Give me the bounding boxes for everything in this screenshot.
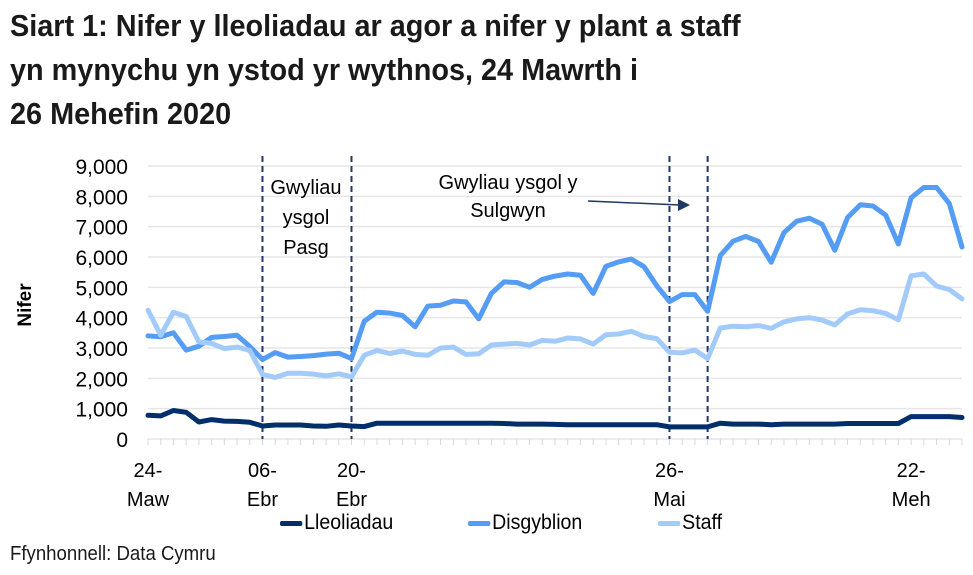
chart-title-line-1: Siart 1: Nifer y lleoliadau ar agor a ni… — [10, 8, 741, 43]
legend: Lleoliadau Disgyblion Staff — [0, 511, 973, 539]
series-line-disgyblion — [145, 185, 965, 362]
x-tick-label: 26- — [655, 460, 684, 482]
y-tick-label: 8,000 — [75, 186, 128, 209]
chart-title-line-2: yn mynychu yn ystod yr wythnos, 24 Mawrt… — [10, 52, 638, 87]
y-tick-label: 4,000 — [75, 308, 128, 331]
whitsun-arrow-line — [587, 200, 681, 206]
legend-swatch-staff — [658, 520, 681, 526]
legend-label: Lleoliadau — [304, 511, 394, 534]
annotations: Gwyliau ysgol Pasg Gwyliau ysgol y Sulgwyn — [270, 172, 690, 259]
y-tick-label: 5,000 — [75, 277, 128, 300]
x-tick-label: 24- — [134, 460, 163, 482]
legend-swatch-lleoliadau — [280, 520, 303, 526]
legend-item-disgyblion[interactable]: Disgyblion — [468, 511, 582, 535]
legend-item-staff[interactable]: Staff — [658, 511, 722, 535]
y-tick-label: 7,000 — [75, 217, 128, 240]
chart-title-line-3: 26 Mehefin 2020 — [10, 96, 232, 131]
y-tick-label: 6,000 — [75, 247, 128, 270]
easter-annotation-text: Pasg — [283, 237, 329, 259]
holiday-markers — [261, 156, 709, 439]
y-tick-label: 0 — [116, 429, 128, 452]
chart-title: Siart 1: Nifer y lleoliadau ar agor a ni… — [10, 4, 903, 136]
series-line-lleoliadau — [145, 408, 965, 430]
legend-label: Staff — [682, 511, 722, 534]
source-note: Ffynhonnell: Data Cymru — [10, 543, 216, 565]
y-axis: 0 1,000 2,000 3,000 4,000 5,000 6,000 7,000 8,00… — [75, 156, 128, 452]
gridlines — [148, 165, 962, 440]
data-series — [145, 185, 965, 430]
y-axis-label: Nifer — [15, 283, 36, 327]
arrow-right-icon — [678, 199, 690, 211]
x-tick-label: Ebr — [247, 489, 278, 511]
whitsun-annotation-text: Gwyliau ysgol y — [439, 172, 578, 194]
x-tick-label: 20- — [337, 460, 366, 482]
legend-label: Disgyblion — [492, 511, 583, 534]
legend-item-lleoliadau[interactable]: Lleoliadau — [280, 511, 393, 535]
x-tick-label: 22- — [897, 460, 926, 482]
line-chart: 0 1,000 2,000 3,000 4,000 5,000 6,000 7,000 8,00… — [15, 156, 965, 511]
x-tick-label: Meh — [892, 489, 931, 511]
x-tick-label: Ebr — [336, 489, 367, 511]
x-axis: 24- Maw 06- Ebr 20- Ebr 26- Mai 22- Meh — [127, 439, 963, 511]
y-tick-label: 9,000 — [75, 156, 128, 179]
easter-annotation-text: ysgol — [283, 207, 330, 229]
easter-annotation-text: Gwyliau — [270, 177, 341, 199]
legend-swatch-disgyblion — [468, 520, 491, 526]
y-tick-label: 2,000 — [75, 368, 128, 391]
x-tick-label: Maw — [127, 489, 170, 511]
series-line-staff — [145, 271, 965, 380]
y-tick-label: 1,000 — [75, 399, 128, 422]
y-tick-label: 3,000 — [75, 338, 128, 361]
x-tick-label: 06- — [248, 460, 277, 482]
whitsun-annotation-text: Sulgwyn — [470, 200, 546, 222]
x-tick-label: Mai — [653, 489, 685, 511]
